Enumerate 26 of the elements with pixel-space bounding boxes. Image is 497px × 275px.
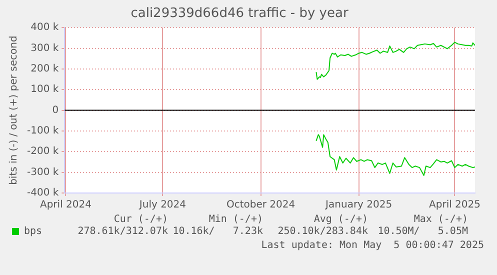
x-tick-label: April 2025 bbox=[429, 200, 480, 211]
y-tick-label: 300 k bbox=[30, 42, 59, 54]
y-tick-label: -200 k bbox=[26, 146, 59, 158]
x-tick-label: January 2025 bbox=[324, 200, 392, 211]
y-tick-label: 100 k bbox=[30, 84, 59, 96]
text: 250.10k/283.84k bbox=[276, 226, 368, 238]
y-axis-title: bits in (-) / out (+) per second bbox=[8, 36, 20, 185]
text: Last update: Mon May 5 00:00:47 2025 bbox=[261, 240, 484, 251]
x-tick-label: April 2024 bbox=[40, 200, 92, 211]
text: 10.16k/ 7.23k bbox=[172, 226, 263, 238]
y-tick-label: 0 bbox=[52, 104, 59, 116]
text: Max (-/+) bbox=[412, 214, 468, 226]
text: Cur (-/+) bbox=[112, 214, 168, 226]
legend-label: bps bbox=[24, 226, 44, 238]
y-tick-label: -300 k bbox=[26, 166, 59, 178]
y-tick-label: 400 k bbox=[30, 22, 59, 34]
x-tick-label: October 2024 bbox=[226, 200, 296, 211]
text: Avg (-/+) bbox=[312, 214, 368, 226]
y-tick-label: -400 k bbox=[26, 188, 59, 199]
text: 10.50M/ 5.05M bbox=[376, 226, 468, 238]
y-tick-label: 200 k bbox=[30, 64, 59, 75]
text: 278.61k/312.07k bbox=[76, 226, 168, 238]
text: Min (-/+) bbox=[208, 214, 263, 226]
y-tick-label: -100 k bbox=[26, 126, 59, 137]
chart-title: cali29339d66d46 traffic - by year bbox=[130, 6, 349, 22]
x-tick-label: July 2024 bbox=[138, 200, 186, 211]
